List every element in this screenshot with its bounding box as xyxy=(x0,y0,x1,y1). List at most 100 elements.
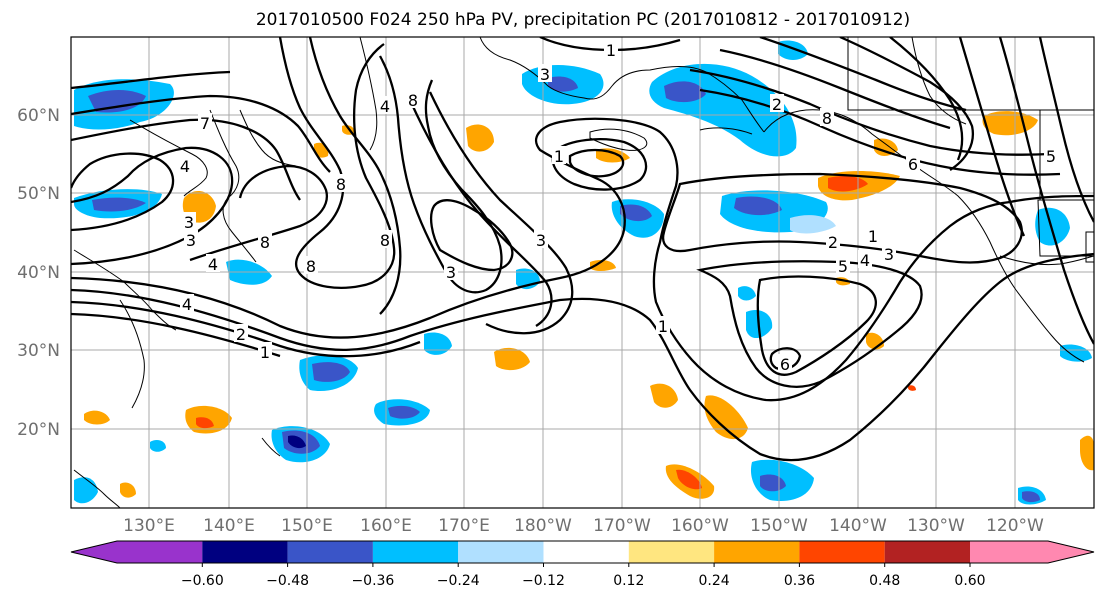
pv-contour-label: 6 xyxy=(908,155,918,174)
pv-contour-label: 8 xyxy=(380,231,390,250)
pv-contour-label: 8 xyxy=(260,233,270,252)
pv-contour xyxy=(71,146,234,266)
pv-contour xyxy=(889,37,964,161)
pv-contour-label: 4 xyxy=(208,255,218,274)
precip-positive-area xyxy=(650,383,678,408)
pv-contour-label: 6 xyxy=(780,355,790,374)
colorbar-segment xyxy=(287,541,373,563)
colorbar-label: −0.36 xyxy=(351,573,394,589)
colorbar-ticks xyxy=(201,563,971,567)
longitude-label: 150°E xyxy=(281,516,333,536)
precip-negative-core xyxy=(734,196,782,216)
longitude-label: 130°E xyxy=(123,516,175,536)
pv-contour-label: 1 xyxy=(868,227,878,246)
pv-contour xyxy=(71,118,301,201)
precip-negative-area xyxy=(1060,344,1092,362)
colorbar-label: 0.12 xyxy=(613,573,644,589)
longitude-label: 130°W xyxy=(907,516,965,536)
pv-contour-label: 7 xyxy=(200,114,210,133)
pv-contour xyxy=(756,275,877,376)
precip-negative-core xyxy=(1022,491,1040,503)
pv-contour xyxy=(408,99,553,327)
pv-contour xyxy=(568,148,625,178)
pv-contour-label: 5 xyxy=(838,257,848,276)
pv-contour xyxy=(71,312,281,358)
colorbar-segment xyxy=(117,541,203,563)
pv-contour-labels: 7 4 8 8 3 4 1 1 8 4 3 xyxy=(178,40,1058,374)
colorbar: −0.60 −0.48 −0.36 −0.24 −0.12 0.12 0.24 … xyxy=(70,540,1095,589)
pv-contour xyxy=(428,91,574,335)
pv-contour-label: 8 xyxy=(822,109,832,128)
pv-contour-label: 8 xyxy=(336,175,346,194)
colorbar-segment xyxy=(714,541,800,563)
longitude-label: 170°E xyxy=(438,516,490,536)
precip-negative-core xyxy=(548,76,578,92)
pv-contour-label: 3 xyxy=(536,231,546,250)
precip-positive-area xyxy=(874,138,898,156)
precip-positive-area xyxy=(1080,435,1094,471)
colorbar-segment xyxy=(799,541,885,563)
pv-contour xyxy=(551,138,648,191)
pv-contour-label: 1 xyxy=(658,317,668,336)
pv-contour-label: 4 xyxy=(380,97,390,116)
pv-contour-label: 8 xyxy=(306,257,316,276)
pv-contour-label: 4 xyxy=(182,295,192,314)
pv-contour xyxy=(430,199,514,272)
colorbar-segment xyxy=(1048,541,1094,563)
pv-contour-label: 2 xyxy=(236,325,246,344)
latitude-label: 50°N xyxy=(17,184,60,204)
precip-negative-core xyxy=(92,197,146,212)
precip-negative-light xyxy=(790,215,836,234)
pv-contour-label: 2 xyxy=(772,95,782,114)
pv-contour-label: 5 xyxy=(1046,147,1056,166)
latitude-label: 40°N xyxy=(17,263,60,283)
map-panel: 7 4 8 8 3 4 1 1 8 4 3 xyxy=(70,36,1095,509)
pv-contour-label: 3 xyxy=(184,213,194,232)
precip-negative-core xyxy=(664,81,706,103)
precip-negative-area xyxy=(150,440,166,452)
pv-contour xyxy=(998,37,1094,345)
pv-contour xyxy=(71,94,331,173)
precip-negative-area xyxy=(738,286,756,301)
precip-negative-peak xyxy=(288,435,306,449)
pv-contour xyxy=(662,172,1023,264)
longitude-label: 140°W xyxy=(829,516,887,536)
precip-positive-area xyxy=(120,482,136,498)
pv-contour-label: 3 xyxy=(540,65,550,84)
pv-contour xyxy=(71,152,175,232)
precip-negative-core xyxy=(388,405,420,419)
pv-contour xyxy=(689,68,1051,156)
pv-contour-label: 1 xyxy=(260,343,270,362)
latitude-label: 20°N xyxy=(17,420,60,440)
pv-contour-label: 1 xyxy=(554,147,564,166)
precip-negative-core xyxy=(620,204,652,222)
latitude-label: 30°N xyxy=(17,341,60,361)
pv-contour xyxy=(719,48,951,130)
colorbar-segment xyxy=(202,541,288,563)
colorbar-segment xyxy=(372,541,459,563)
pv-contour xyxy=(71,70,231,90)
longitude-label: 140°E xyxy=(203,516,255,536)
colorbar-label: 0.48 xyxy=(869,573,900,589)
longitude-label: 160°E xyxy=(360,516,412,536)
map-title: 2017010500 F024 250 hPa PV, precipitatio… xyxy=(256,10,910,30)
map-frame xyxy=(70,36,1095,509)
longitude-label: 160°W xyxy=(671,516,729,536)
colorbar-label: 0.24 xyxy=(699,573,730,589)
colorbar-label: 0.60 xyxy=(954,573,985,589)
precip-positive-area xyxy=(494,347,530,371)
colorbar-segment xyxy=(884,541,970,563)
colorbar-label: −0.48 xyxy=(266,573,309,589)
colorbar-segment xyxy=(543,541,629,563)
precip-positive-area xyxy=(84,410,110,425)
precip-positive-area xyxy=(466,124,494,152)
pv-contour-label: 4 xyxy=(180,157,190,176)
precip-positive-area xyxy=(704,395,748,440)
pv-contour xyxy=(699,88,1061,176)
pv-contour-label: 3 xyxy=(186,231,196,250)
pv-contour xyxy=(759,37,967,112)
colorbar-label: −0.12 xyxy=(522,573,565,589)
precip-positive-area xyxy=(590,260,616,271)
pv-contour-label: 4 xyxy=(860,251,870,270)
colorbar-label: 0.36 xyxy=(784,573,815,589)
